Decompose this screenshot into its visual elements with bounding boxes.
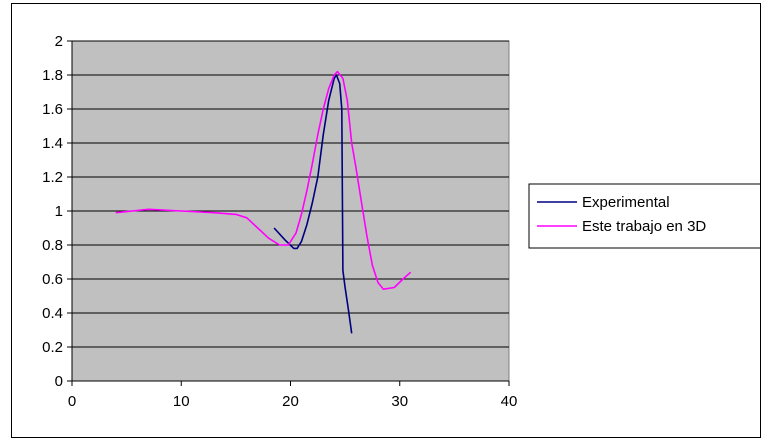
series-lines: [115, 70, 412, 334]
y-tick-label: 0.6: [42, 271, 63, 288]
chart-container: 0 0.2 0.4 0.6 0.8 1 1.2 1.4 1.6 1.8 2 0 10 20 30 40 Exp…: [11, 3, 763, 438]
series-line-experimental: [273, 74, 353, 334]
y-tick-label: 1.8: [42, 67, 63, 84]
axes: 00.20.40.60.811.21.41.61.820 10 20 30 40: [42, 33, 517, 410]
legend: Experimental Este trabajo en 3D: [528, 183, 763, 249]
y-tick-label: 0.4: [42, 305, 63, 322]
y-tick-label: 1.2: [42, 169, 63, 186]
y-tick-label: 0: [55, 373, 63, 390]
chart-svg: 00.20.40.60.811.21.41.61.820 10 20 30 40 Exp…: [42, 33, 763, 410]
y-tick-label: 0.8: [42, 237, 63, 254]
gridlines: [72, 40, 509, 348]
series-line-este-trabajo-en-3d: [115, 70, 412, 291]
y-tick-label: 0.2: [42, 339, 63, 356]
x-tick-label: 0: [68, 393, 76, 410]
legend-label-experimental: Experimental: [582, 194, 670, 211]
y-tick-label: 1.6: [42, 101, 63, 118]
x-tick-label: 40: [501, 393, 518, 410]
x-tick-label: 30: [391, 393, 408, 410]
x-tick-label: 10: [173, 393, 190, 410]
y-tick-label: 1.4: [42, 135, 63, 152]
y-tick-label: 2: [55, 33, 63, 50]
y-tick-label: 1: [55, 203, 63, 220]
x-tick-label: 20: [282, 393, 299, 410]
legend-label-este-trabajo-en-3d: Este trabajo en 3D: [582, 218, 706, 235]
legend-box: [528, 183, 763, 249]
